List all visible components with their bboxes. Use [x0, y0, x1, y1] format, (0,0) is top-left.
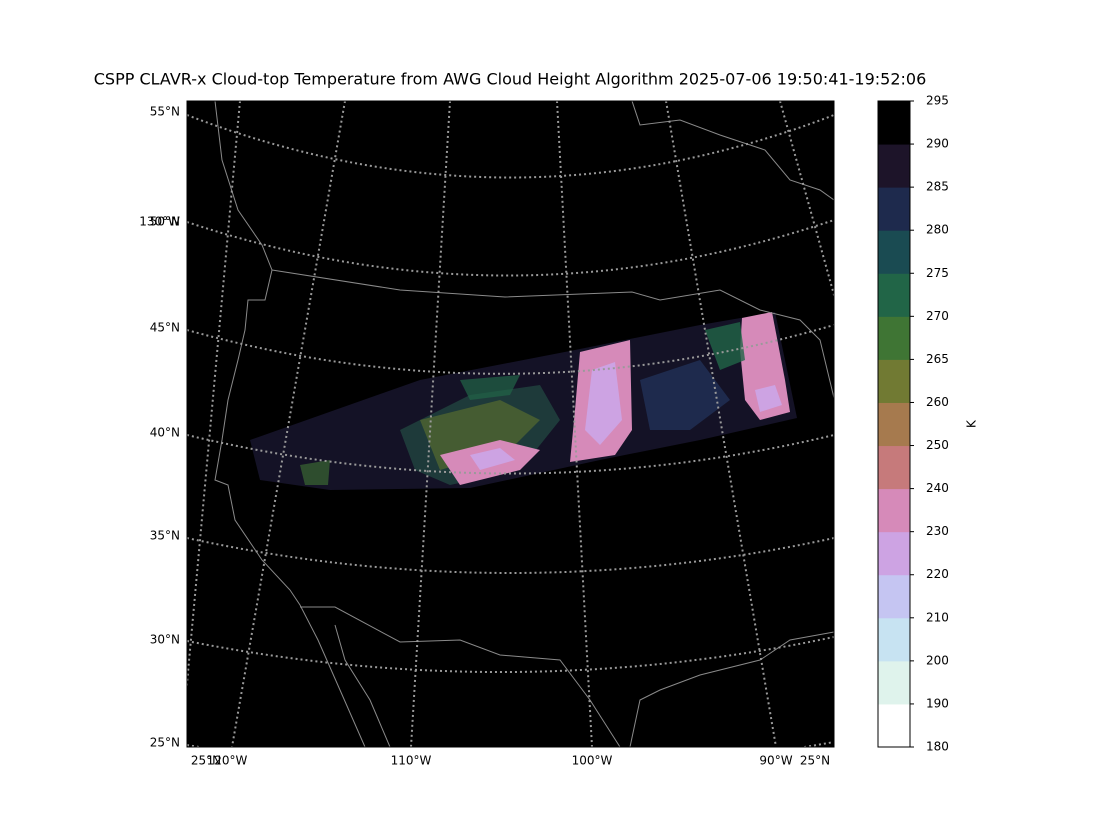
colorbar-tick-label: 210 [926, 610, 949, 624]
colorbar-tick-label: 265 [926, 352, 949, 366]
colorbar-tick-label: 190 [926, 696, 949, 710]
lat-labels: 55°N 50°N 130°W 45°N 40°N 35°N 30°N 25°N [139, 105, 180, 750]
colorbar-tick-label: 240 [926, 481, 949, 495]
colorbar-band [878, 230, 910, 274]
colorbar-band [878, 144, 910, 188]
colorbar-tick-label: 285 [926, 180, 949, 194]
lat-label: 25°N [150, 736, 180, 750]
lon-label: 130°W [139, 215, 180, 229]
colorbar-tick-label: 250 [926, 438, 949, 452]
title: CSPP CLAVR-x Cloud-top Temperature from … [94, 70, 927, 89]
colorbar-band [878, 316, 910, 360]
map [187, 101, 834, 747]
colorbar-band [878, 402, 910, 447]
colorbar-label: K [965, 419, 979, 428]
colorbar-tick-label: 180 [926, 740, 949, 754]
lon-label: 90°W [759, 754, 792, 768]
lat-label: 45°N [150, 321, 180, 335]
lat-label: 30°N [150, 633, 180, 647]
colorbar-tick-label: 260 [926, 395, 949, 409]
colorbar-band [878, 488, 910, 533]
colorbar-tick-label: 295 [926, 94, 949, 108]
colorbar-tick-label: 280 [926, 223, 949, 237]
colorbar-band [878, 359, 910, 403]
coastlines [214, 101, 834, 747]
colorbar-frame [877, 100, 911, 748]
map-frame [186, 100, 835, 748]
lon-labels: 25°N 120°W 110°W 100°W 90°W 25°N [191, 754, 830, 768]
colorbar-tick-label: 230 [926, 524, 949, 538]
colorbar-band [878, 445, 910, 490]
lat-label: 55°N [150, 105, 180, 119]
colorbar: 180 190 200 210 220 230 240 250 260 265 270 275 280 2… [877, 94, 949, 754]
colorbar-band [878, 660, 910, 705]
colorbar-band [878, 187, 910, 231]
colorbar-band [878, 531, 910, 576]
cloud-imagery [250, 312, 797, 490]
colorbar-tick-label: 275 [926, 266, 949, 280]
lat-label: 40°N [150, 426, 180, 440]
colorbar-tick-label: 220 [926, 567, 949, 581]
lon-label: 120°W [207, 754, 248, 768]
graticule [187, 101, 834, 747]
lat-label: 25°N [800, 754, 830, 768]
colorbar-band [878, 101, 910, 145]
lat-label: 50°N [150, 215, 180, 229]
colorbar-band [878, 273, 910, 317]
lat-label: 35°N [150, 529, 180, 543]
lon-label: 110°W [391, 754, 432, 768]
lon-label: 100°W [572, 754, 613, 768]
colorbar-band [878, 703, 910, 748]
colorbar-tick-label: 270 [926, 309, 949, 323]
colorbar-tick-label: 200 [926, 653, 949, 667]
lat-label: 25°N [191, 754, 221, 768]
colorbar-band [878, 617, 910, 662]
colorbar-band [878, 574, 910, 619]
colorbar-tick-label: 290 [926, 137, 949, 151]
